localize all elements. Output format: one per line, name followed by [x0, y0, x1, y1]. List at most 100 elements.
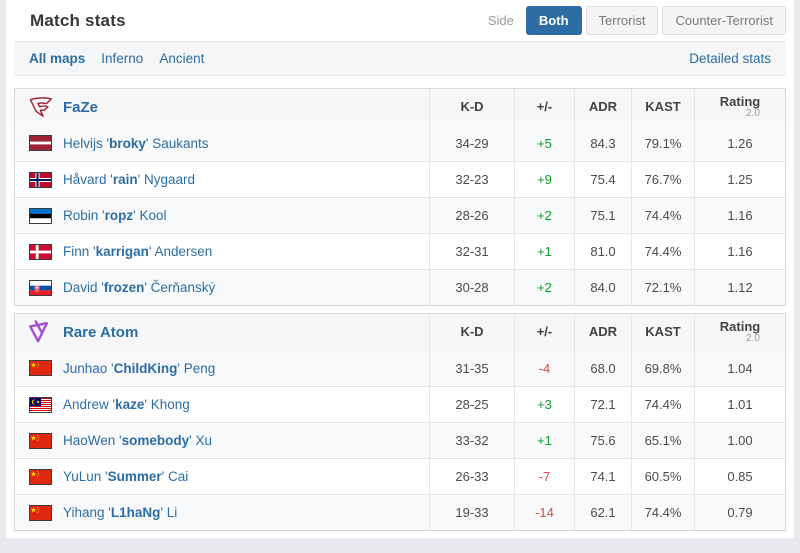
column-header-kd: K-D	[429, 314, 514, 350]
team-table: FaZe K-D +/- ADR KAST Rating 2.0 Helvijs …	[14, 88, 786, 306]
flag-china-icon	[29, 468, 52, 485]
rating-value: 1.16	[694, 234, 785, 269]
column-header-adr: ADR	[574, 89, 631, 125]
rating-value: 1.12	[694, 270, 785, 305]
adr-value: 75.1	[574, 198, 631, 233]
tab-counter-terrorist[interactable]: Counter-Terrorist	[662, 6, 786, 35]
rating-value: 1.01	[694, 387, 785, 422]
player-firstname: Håvard '	[63, 172, 113, 187]
page-title: Match stats	[30, 10, 126, 30]
kast-value: 69.8%	[631, 350, 694, 386]
kast-value: 60.5%	[631, 459, 694, 494]
player-cell: YuLun 'Summer' Cai	[15, 459, 429, 494]
player-name-link[interactable]: Yihang 'L1haNg' Li	[63, 505, 177, 520]
player-cell: HaoWen 'somebody' Xu	[15, 423, 429, 458]
plus-minus-value: +2	[514, 198, 574, 233]
kast-value: 79.1%	[631, 125, 694, 161]
adr-value: 84.3	[574, 125, 631, 161]
player-lastname: ' Andersen	[148, 244, 213, 259]
tab-terrorist[interactable]: Terrorist	[585, 6, 659, 35]
flag-malaysia-icon	[29, 396, 52, 413]
rareatom-logo-icon	[27, 320, 53, 344]
player-row: YuLun 'Summer' Cai 26-33 -7 74.1 60.5% 0…	[15, 458, 785, 494]
column-header-plus-minus: +/-	[514, 314, 574, 350]
player-name-link[interactable]: YuLun 'Summer' Cai	[63, 469, 188, 484]
kast-value: 72.1%	[631, 270, 694, 305]
kd-value: 32-31	[429, 234, 514, 269]
player-lastname: ' Cai	[161, 469, 189, 484]
column-header-kd: K-D	[429, 89, 514, 125]
plus-minus-value: +3	[514, 387, 574, 422]
kast-value: 74.4%	[631, 387, 694, 422]
flag-norway-icon	[29, 171, 52, 188]
player-firstname: HaoWen '	[63, 433, 122, 448]
kd-value: 28-26	[429, 198, 514, 233]
player-name-link[interactable]: Robin 'ropz' Kool	[63, 208, 166, 223]
adr-value: 74.1	[574, 459, 631, 494]
kd-value: 28-25	[429, 387, 514, 422]
kast-value: 74.4%	[631, 198, 694, 233]
kd-value: 32-23	[429, 162, 514, 197]
player-firstname: YuLun '	[63, 469, 108, 484]
team-name-link[interactable]: FaZe	[63, 98, 99, 116]
player-cell: Andrew 'kaze' Khong	[15, 387, 429, 422]
flag-china-icon	[29, 504, 52, 521]
player-nickname: L1haNg	[110, 505, 161, 520]
player-name-link[interactable]: Håvard 'rain' Nygaard	[63, 172, 195, 187]
kast-value: 74.4%	[631, 495, 694, 530]
plus-minus-value: +2	[514, 270, 574, 305]
player-nickname: karrigan	[95, 244, 149, 259]
rating-value: 1.00	[694, 423, 785, 458]
kd-value: 34-29	[429, 125, 514, 161]
kast-value: 74.4%	[631, 234, 694, 269]
player-cell: Helvijs 'broky' Saukants	[15, 125, 429, 161]
column-header-rating: Rating 2.0	[694, 89, 785, 125]
player-lastname: ' Čerňanský	[144, 280, 216, 295]
player-name-link[interactable]: Finn 'karrigan' Andersen	[63, 244, 212, 259]
player-lastname: ' Saukants	[145, 135, 209, 151]
team-name-link[interactable]: Rare Atom	[63, 323, 139, 341]
rating-value: 0.85	[694, 459, 785, 494]
player-name-link[interactable]: Andrew 'kaze' Khong	[63, 397, 190, 412]
kd-value: 19-33	[429, 495, 514, 530]
side-label: Side	[487, 13, 514, 28]
player-nickname: Summer	[107, 469, 162, 484]
column-header-kast: KAST	[631, 89, 694, 125]
player-cell: Yihang 'L1haNg' Li	[15, 495, 429, 530]
player-name-link[interactable]: Junhao 'ChildKing' Peng	[63, 361, 215, 376]
player-cell: Håvard 'rain' Nygaard	[15, 162, 429, 197]
rating-value: 1.16	[694, 198, 785, 233]
player-name-link[interactable]: David 'frozen' Čerňanský	[63, 280, 215, 295]
player-name-link[interactable]: Helvijs 'broky' Saukants	[63, 136, 208, 151]
flag-china-icon	[29, 432, 52, 449]
tab-both[interactable]: Both	[525, 6, 582, 35]
player-firstname: Andrew '	[63, 397, 116, 412]
player-nickname: ropz	[104, 208, 134, 223]
player-nickname: somebody	[121, 433, 190, 448]
player-name-link[interactable]: HaoWen 'somebody' Xu	[63, 433, 212, 448]
topbar: Match stats Side Both Terrorist Counter-…	[6, 0, 794, 41]
maps-filter-ancient[interactable]: Ancient	[159, 51, 205, 66]
player-row: Yihang 'L1haNg' Li 19-33 -14 62.1 74.4% …	[15, 494, 785, 530]
maps-filter-all-maps[interactable]: All maps	[29, 51, 86, 66]
team-header-row: Rare Atom K-D +/- ADR KAST Rating 2.0	[15, 314, 785, 350]
adr-value: 72.1	[574, 387, 631, 422]
adr-value: 62.1	[574, 495, 631, 530]
kd-value: 33-32	[429, 423, 514, 458]
detailed-stats-link[interactable]: Detailed stats	[689, 51, 771, 66]
flag-latvia-icon	[29, 135, 52, 151]
rating-value: 1.04	[694, 350, 785, 386]
maps-filter-inferno[interactable]: Inferno	[101, 51, 144, 66]
player-firstname: Junhao '	[63, 360, 114, 376]
player-firstname: David '	[63, 280, 104, 295]
player-row: David 'frozen' Čerňanský 30-28 +2 84.0 7…	[15, 269, 785, 305]
player-nickname: rain	[112, 172, 138, 187]
player-cell: Finn 'karrigan' Andersen	[15, 234, 429, 269]
player-lastname: ' Xu	[189, 433, 212, 448]
team-cell: Rare Atom	[15, 314, 429, 350]
column-header-plus-minus: +/-	[514, 89, 574, 125]
player-firstname: Helvijs '	[63, 135, 110, 151]
rating-value: 1.25	[694, 162, 785, 197]
adr-value: 84.0	[574, 270, 631, 305]
rating-value: 1.26	[694, 125, 785, 161]
